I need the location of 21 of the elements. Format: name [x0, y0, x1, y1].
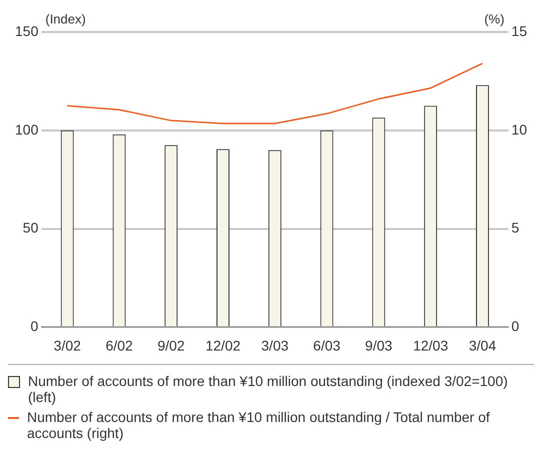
x-tick-label: 3/02: [54, 337, 82, 354]
y2-tick-label: 0: [511, 318, 520, 334]
y2-axis-title: (%): [484, 12, 504, 27]
x-tick-label: 9/02: [157, 337, 185, 354]
y2-tick-label: 15: [511, 22, 528, 39]
y2-tick-label: 10: [511, 121, 528, 138]
y-tick-label: 50: [22, 220, 39, 236]
y-tick-label: 150: [15, 22, 39, 39]
x-tick-label: 3/03: [261, 337, 289, 354]
x-tick-label: 6/02: [106, 337, 134, 354]
legend-label: Number of accounts of more than ¥10 million outstanding (indexed 3/02=100) (left): [28, 373, 509, 405]
y-axis-title: (Index): [45, 12, 86, 27]
x-tick-label: 6/03: [313, 337, 341, 354]
x-tick-label: 12/02: [205, 337, 241, 354]
x-tick-label: 12/03: [413, 337, 448, 354]
y2-tick-label: 5: [511, 220, 520, 236]
x-tick-label: 3/04: [468, 337, 496, 354]
legend-label: Number of accounts of more than ¥10 million outstanding / Total number of accounts (right): [27, 409, 491, 441]
y-tick-label: 0: [30, 318, 39, 334]
y-tick-label: 100: [15, 121, 39, 138]
x-tick-label: 9/03: [365, 337, 393, 354]
